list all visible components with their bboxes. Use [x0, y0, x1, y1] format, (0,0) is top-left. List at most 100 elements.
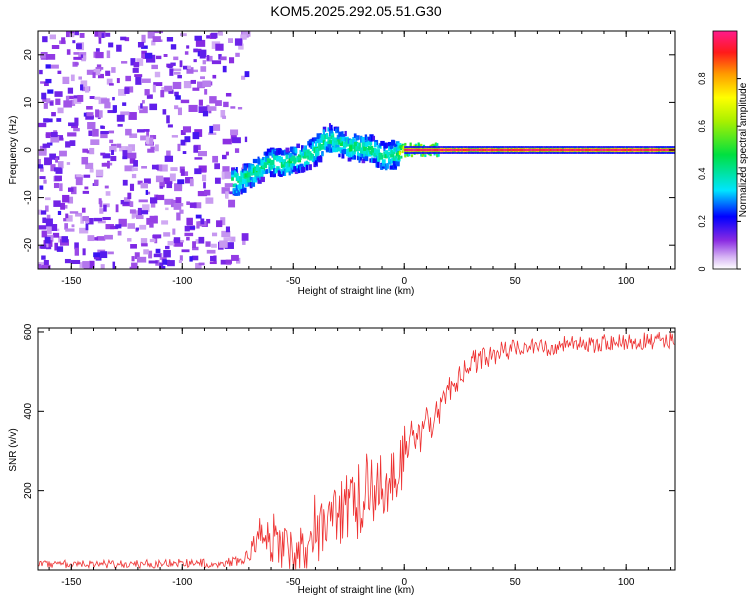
spectrogram-cell [39, 185, 44, 190]
spectrogram-cell [100, 251, 108, 259]
spectrogram-cell [43, 179, 47, 184]
spectrogram-cell [214, 177, 221, 184]
spectrogram-cell [361, 142, 365, 149]
spectrogram-cell [143, 178, 151, 184]
spectrogram-cell [107, 110, 116, 114]
spectrogram-cell [221, 171, 225, 180]
spectrogram-cell [50, 164, 56, 172]
spectrogram-cell [361, 136, 365, 143]
spectrogram-cell [652, 148, 656, 152]
spectrogram-cell [53, 182, 60, 189]
spectrogram-cell [82, 261, 90, 268]
spectrogram-cell [74, 31, 79, 36]
spectrogram-cell [175, 197, 182, 204]
spectrogram-cell [252, 158, 258, 164]
spectrogram-cell [49, 34, 57, 40]
spectrogram-cell [149, 222, 154, 228]
spectrogram-cell [347, 151, 351, 158]
spectrogram-cell [314, 160, 318, 165]
spectrogram-cell [179, 60, 183, 68]
spectrogram-cell [87, 235, 95, 242]
spectrogram-cell [167, 63, 173, 69]
spectrogram-xtick-label: -150 [61, 276, 81, 287]
spectrogram-cell [389, 165, 394, 170]
spectrogram-cell [523, 148, 526, 152]
spectrogram-cell [324, 146, 328, 151]
spectrogram-cell [127, 238, 132, 242]
spectrogram-cell [448, 148, 451, 152]
spectrogram-cell [211, 60, 222, 65]
spectrogram-cell [118, 218, 127, 227]
spectrogram-cell [189, 226, 196, 230]
spectrogram-cell [55, 98, 61, 105]
spectrogram-cell [302, 151, 306, 156]
spectrogram-cell [179, 209, 184, 214]
spectrogram-cell [129, 201, 134, 207]
spectrogram-cell [130, 58, 136, 66]
spectrogram-cell [206, 55, 213, 62]
spectrogram-cell [468, 148, 471, 152]
spectrogram-cell [94, 96, 101, 100]
spectrogram-cell [238, 180, 243, 186]
spectrogram-cell [231, 170, 236, 175]
spectrogram-cell [282, 159, 286, 165]
spectrogram-cell [352, 150, 356, 155]
spectrogram-cell [251, 166, 255, 173]
spectrogram-cell [649, 148, 652, 152]
spectrogram-cell [500, 148, 503, 152]
spectrogram-cell [461, 148, 464, 152]
spectrogram-cell [200, 66, 207, 72]
spectrogram-cell [524, 148, 528, 152]
spectrogram-cell [583, 148, 586, 152]
spectrogram-cell [53, 200, 61, 207]
spectrogram-cell [61, 236, 69, 243]
spectrogram-cell [197, 150, 207, 157]
spectrogram-cell [62, 194, 70, 203]
spectrogram-cell [158, 262, 164, 269]
spectrogram-cell [391, 139, 395, 146]
spectrogram-xtick-label: -100 [172, 276, 192, 287]
spectrogram-cell [177, 179, 185, 185]
spectrogram-cell [301, 145, 304, 151]
spectrogram-cell [202, 80, 211, 87]
spectrogram-cell [587, 148, 590, 152]
spectrogram-cell [129, 183, 135, 191]
spectrogram-cell [313, 147, 317, 154]
spectrogram-cell [328, 140, 333, 144]
spectrogram-cell [308, 140, 312, 147]
spectrogram-cell [67, 196, 74, 204]
spectrogram-cell [296, 143, 301, 149]
spectrogram-cell [151, 64, 158, 70]
spectrogram-cell [141, 166, 148, 169]
spectrogram-cell [212, 74, 217, 79]
spectrogram-cell [617, 148, 620, 152]
spectrogram-cell [109, 145, 117, 152]
spectrogram-cell [400, 145, 403, 148]
spectrogram-cell [313, 156, 318, 162]
spectrogram-cell [551, 148, 554, 152]
spectrogram-cell [477, 148, 480, 152]
spectrogram-cell [322, 140, 326, 145]
spectrogram-cell [374, 152, 378, 157]
spectrogram-cell [105, 70, 111, 76]
spectrogram-cell [310, 153, 313, 159]
spectrogram-cell [65, 141, 71, 148]
spectrogram-cell [235, 185, 238, 191]
spectrogram-cell [55, 157, 58, 163]
spectrogram-cell [157, 164, 163, 172]
spectrogram-cell [134, 252, 140, 260]
spectrogram-cell [430, 144, 434, 148]
spectrogram-cell [220, 217, 226, 226]
spectrogram-cell [430, 148, 434, 152]
spectrogram-cell [81, 207, 86, 213]
spectrogram-cell [567, 148, 570, 152]
spectrogram-cell [282, 171, 285, 176]
spectrogram-cell [146, 54, 156, 63]
spectrogram-cell [429, 148, 432, 152]
spectrogram-cell [110, 225, 119, 230]
spectrogram-cell [262, 170, 267, 175]
spectrogram-cell [38, 158, 41, 167]
spectrogram-cell [603, 148, 606, 152]
spectrogram-cell [172, 228, 176, 235]
